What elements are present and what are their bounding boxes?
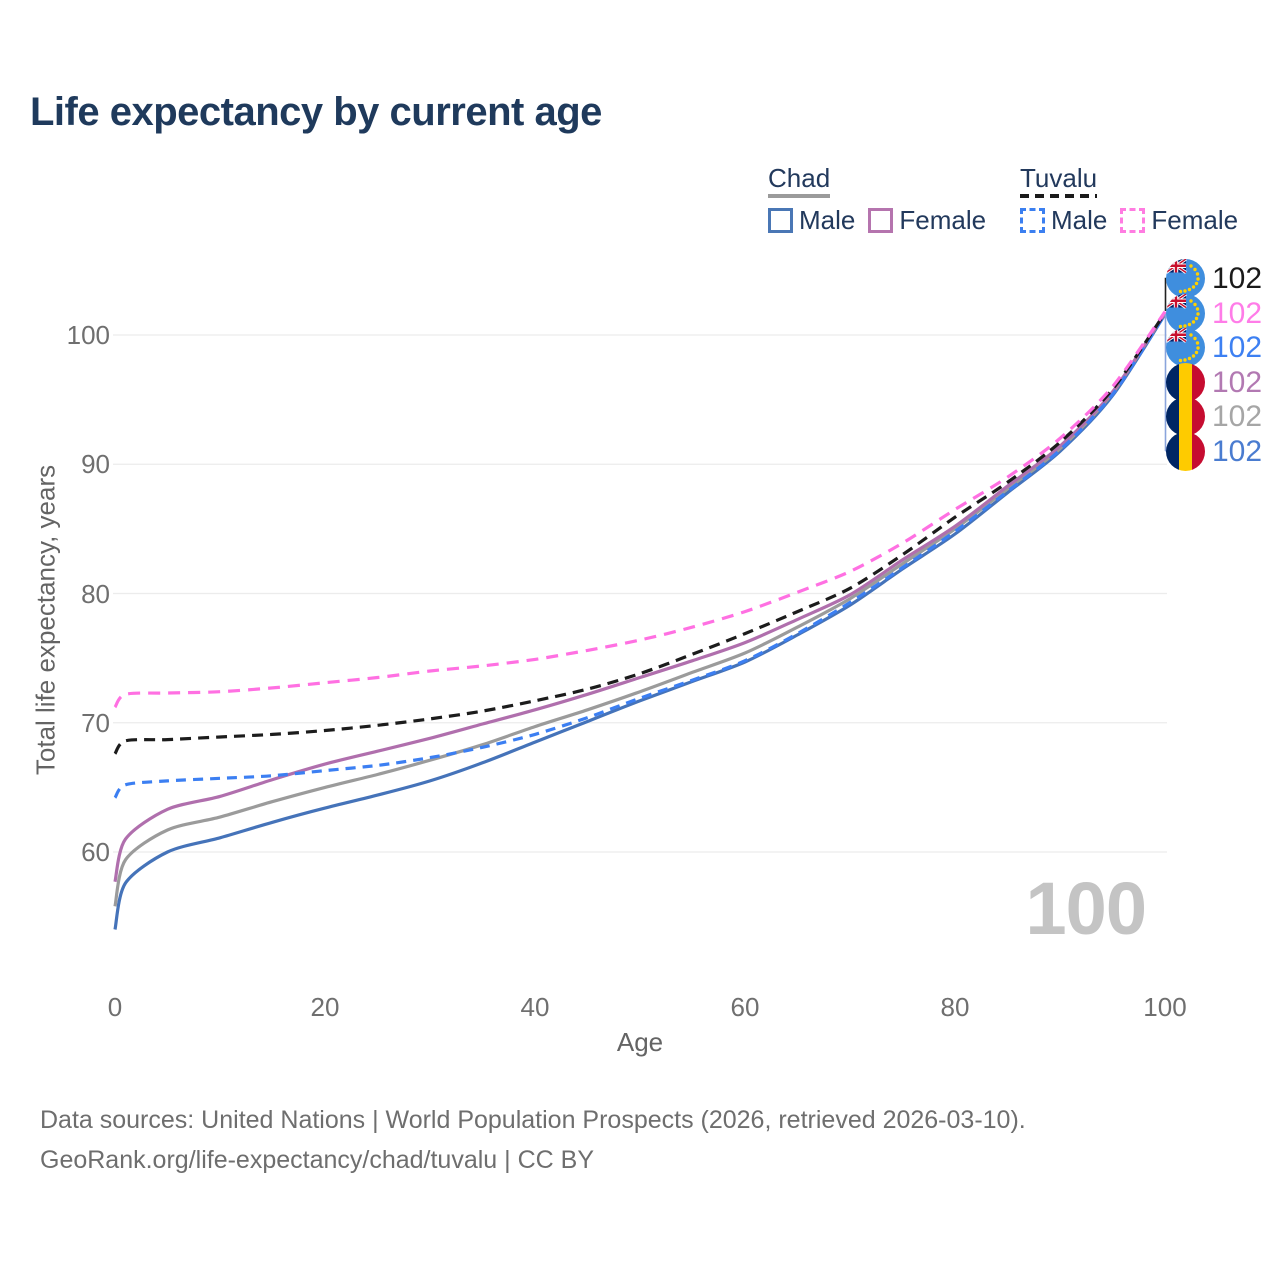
end-label-value: 102	[1212, 296, 1263, 330]
legend-country-chad[interactable]: Chad	[768, 163, 831, 198]
y-tick-label: 80	[81, 578, 110, 609]
y-tick-label: 60	[81, 837, 110, 867]
end-label-row: 102	[1166, 259, 1262, 298]
x-tick-label: 60	[730, 992, 760, 1022]
end-label-row: 102	[1166, 328, 1262, 367]
y-tick-label: 90	[81, 449, 110, 480]
end-label-value: 102	[1212, 434, 1263, 468]
legend-group-chad: Chad Male Female	[768, 163, 986, 233]
x-tick-label: 0	[107, 992, 123, 1022]
checkbox-icon	[1020, 207, 1045, 233]
x-tick-label: 100	[1143, 992, 1187, 1022]
series-line-chad-all	[113, 312, 1167, 907]
legend-item-label: Male	[1051, 205, 1108, 235]
end-label-value: 102	[1212, 331, 1263, 364]
checkbox-icon	[768, 207, 793, 233]
attribution-text: GeoRank.org/life-expectancy/chad/tuvalu …	[40, 1146, 594, 1174]
tuvalu-flag-icon	[1166, 328, 1205, 367]
page-title: Life expectancy by current age	[30, 90, 602, 134]
end-label-value: 102	[1212, 262, 1263, 295]
legend-country-label: Tuvalu	[1020, 163, 1098, 193]
age-counter-watermark: 100	[1025, 867, 1147, 950]
x-tick-label: 80	[940, 992, 970, 1022]
x-tick-label: 20	[310, 992, 340, 1022]
legend-item-tuvalu-female[interactable]: Female	[1120, 207, 1238, 233]
end-label-row: 102	[1166, 431, 1263, 471]
x-axis-title: Age	[616, 1027, 664, 1057]
solid-line-swatch	[768, 194, 831, 198]
legend-item-label: Female	[1151, 205, 1239, 235]
legend-item-tuvalu-male[interactable]: Male	[1020, 207, 1107, 233]
y-axis-title: Total life expectancy, years	[30, 464, 61, 776]
legend-country-label: Chad	[768, 163, 831, 193]
series-line-tuvalu-female	[113, 310, 1167, 709]
chad-flag-icon	[1166, 397, 1205, 436]
dashed-line-swatch	[1020, 194, 1098, 198]
legend-item-label: Female	[899, 205, 987, 235]
chad-flag-icon	[1166, 362, 1205, 402]
chad-flag-icon	[1166, 431, 1205, 471]
y-tick-label: 100	[66, 320, 110, 350]
legend-item-label: Male	[799, 205, 856, 235]
tuvalu-flag-icon	[1166, 259, 1205, 298]
series-line-chad-female	[113, 312, 1167, 883]
checkbox-icon	[1120, 207, 1146, 233]
end-label-row: 102	[1166, 397, 1262, 436]
x-tick-label: 40	[520, 992, 550, 1022]
series-line-tuvalu-all	[113, 312, 1167, 755]
legend-item-chad-female[interactable]: Female	[868, 207, 986, 233]
y-tick-label: 70	[81, 707, 110, 738]
tuvalu-flag-icon	[1166, 293, 1205, 333]
end-label-value: 102	[1212, 365, 1263, 399]
legend-group-tuvalu: Tuvalu Male Female	[1020, 163, 1238, 233]
checkbox-icon	[868, 207, 894, 233]
legend-country-tuvalu[interactable]: Tuvalu	[1020, 163, 1098, 198]
end-label-row: 102	[1166, 362, 1263, 402]
end-label-value: 102	[1212, 400, 1263, 433]
end-label-row: 102	[1166, 293, 1263, 333]
data-sources-text: Data sources: United Nations | World Pop…	[40, 1106, 1026, 1134]
series-line-tuvalu-male	[113, 313, 1167, 799]
legend-item-chad-male[interactable]: Male	[768, 207, 855, 233]
series-line-chad-male	[113, 313, 1167, 930]
